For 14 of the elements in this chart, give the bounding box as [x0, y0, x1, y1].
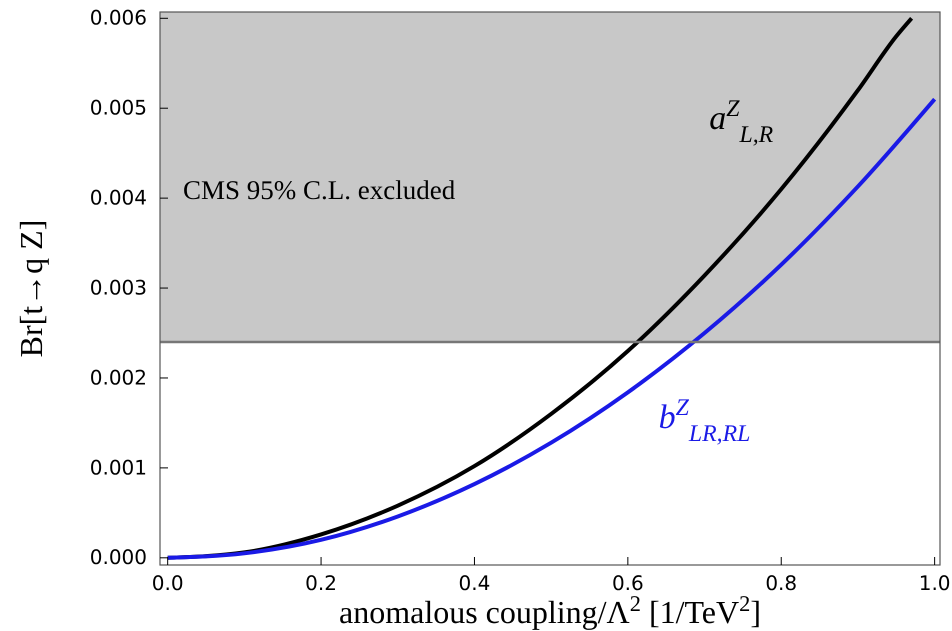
y-tick-label: 0.003: [90, 275, 147, 300]
x-tick-label: 0.8: [765, 571, 798, 595]
band-label: CMS 95% C.L. excluded: [183, 175, 456, 205]
y-tick-label: 0.005: [90, 96, 147, 120]
line-series: [166, 97, 937, 560]
y-tick-label: 0.004: [90, 186, 147, 210]
y-tick-label: 0.000: [90, 545, 147, 570]
y-axis-title: Br[t→q Z]: [13, 220, 49, 358]
x-tick-label: 0.0: [152, 571, 184, 595]
x-tick-label: 1.0: [918, 571, 951, 595]
x-tick-label: 0.2: [305, 571, 337, 595]
y-tick-label: 0.001: [90, 455, 147, 480]
y-tick-label: 0.002: [90, 365, 147, 390]
y-tick-label: 0.006: [90, 6, 147, 30]
